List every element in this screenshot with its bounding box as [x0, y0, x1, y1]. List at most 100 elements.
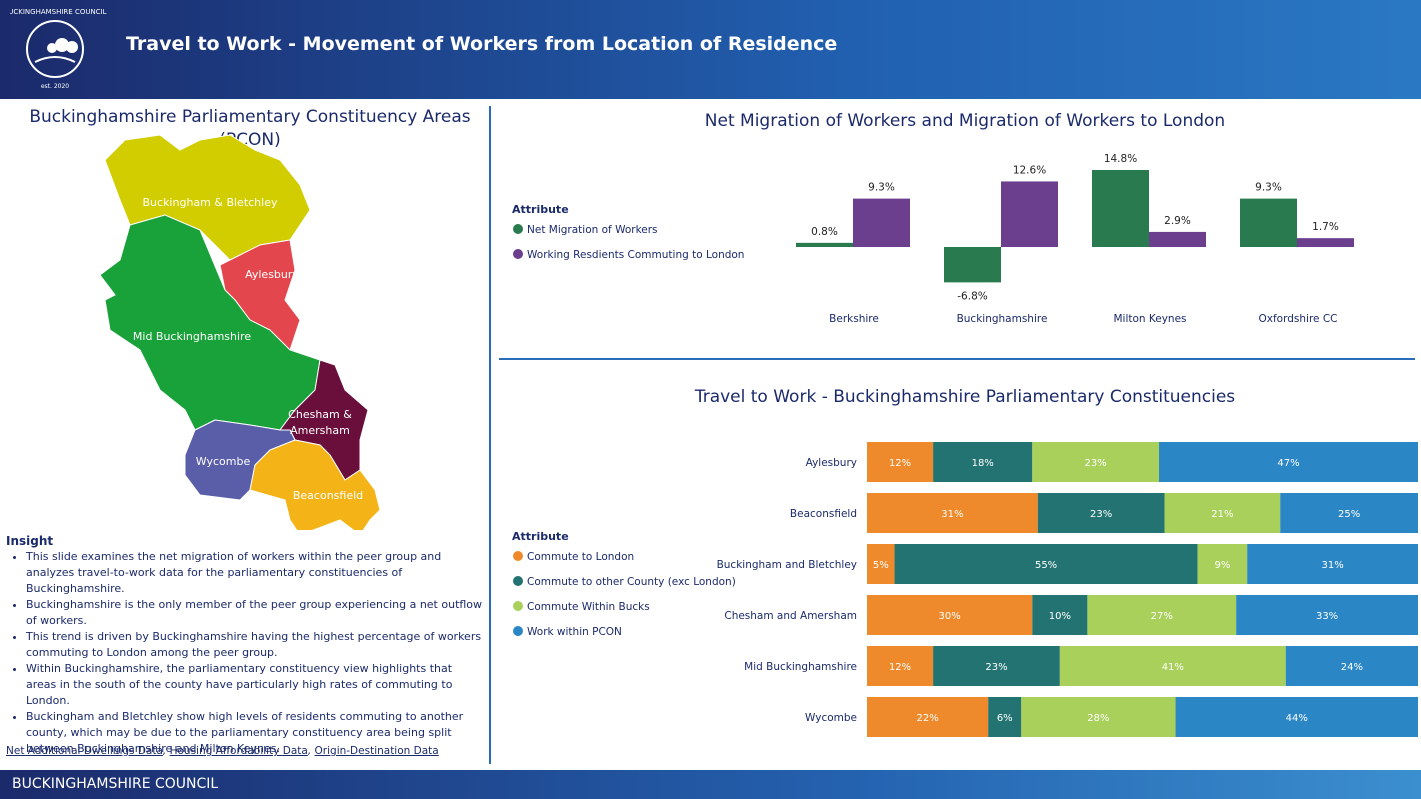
- y-tick-label: Wycombe: [805, 712, 857, 724]
- data-label: 33%: [1316, 611, 1338, 622]
- bar-segment: [867, 646, 934, 686]
- legend-swatch: [513, 601, 523, 611]
- divider: [499, 358, 1415, 360]
- data-label: 9%: [1214, 560, 1230, 571]
- data-label: 9.3%: [868, 182, 895, 194]
- data-label: 23%: [985, 662, 1007, 673]
- data-link[interactable]: Net Additional Dwellings Data: [6, 745, 163, 757]
- footer: BUCKINGHAMSHIRE COUNCIL: [0, 770, 1421, 799]
- data-link[interactable]: Housing Affordability Data: [169, 745, 308, 757]
- data-label: 0.8%: [811, 226, 838, 238]
- bar-segment: [1280, 493, 1418, 533]
- data-label: 12.6%: [1013, 164, 1046, 176]
- data-label: 22%: [916, 713, 938, 724]
- bar-segment: [1059, 646, 1286, 686]
- data-label: 28%: [1087, 713, 1109, 724]
- insight-title: Insight: [6, 534, 54, 548]
- legend-swatch: [513, 551, 523, 561]
- legend-label: Commute to other County (exc London): [527, 576, 736, 588]
- x-tick-label: Buckinghamshire: [957, 313, 1048, 325]
- x-tick-label: Oxfordshire CC: [1259, 313, 1338, 325]
- data-label: 31%: [941, 509, 963, 520]
- links: Net Additional Dwellings Data, Housing A…: [6, 745, 439, 757]
- chart: Net Migration of Workers and Migration o…: [512, 111, 1354, 325]
- bar-segment: [894, 544, 1198, 584]
- data-label: 55%: [1035, 560, 1057, 571]
- data-label: 47%: [1277, 458, 1299, 469]
- logo: BUCKINGHAMSHIRE COUNCIL est. 2020: [10, 8, 107, 90]
- bar-segment: [1236, 595, 1418, 635]
- bar-segment: [1021, 697, 1176, 737]
- bar-segment: [867, 544, 895, 584]
- legend-swatch: [513, 249, 523, 259]
- data-label: 23%: [1090, 509, 1112, 520]
- bar-segment: [1159, 442, 1418, 482]
- data-label: 18%: [972, 458, 994, 469]
- insight-bullet: This slide examines the net migration of…: [26, 549, 484, 597]
- data-label: 2.9%: [1164, 215, 1191, 227]
- bar-segment: [1175, 697, 1418, 737]
- y-tick-label: Buckingham and Bletchley: [717, 559, 857, 571]
- bar: [1240, 198, 1297, 247]
- legend-label: Commute Within Bucks: [527, 601, 650, 613]
- data-label: 21%: [1211, 509, 1233, 520]
- data-label: 23%: [1085, 458, 1107, 469]
- logo-est: est. 2020: [41, 83, 69, 90]
- data-label: 30%: [939, 611, 961, 622]
- insight-bullet: Buckingham and Bletchley show high level…: [26, 709, 484, 757]
- bar: [1001, 181, 1058, 247]
- region-label-box: Chesham & Amersham: [288, 408, 352, 437]
- data-label: 12%: [889, 662, 911, 673]
- bar: [796, 242, 853, 247]
- chart-title: Travel to Work - Buckinghamshire Parliam…: [694, 387, 1235, 407]
- insight-bullet: This trend is driven by Buckinghamshire …: [26, 629, 484, 661]
- data-label: 12%: [889, 458, 911, 469]
- bar-segment: [988, 697, 1022, 737]
- data-label: 27%: [1151, 611, 1173, 622]
- x-tick-label: Milton Keynes: [1113, 313, 1186, 325]
- insight-bullet: Buckinghamshire is the only member of th…: [26, 597, 484, 629]
- data-label: 25%: [1338, 509, 1360, 520]
- bar-segment: [1285, 646, 1418, 686]
- bar: [1297, 238, 1354, 247]
- data-label: 24%: [1341, 662, 1363, 673]
- bar: [853, 198, 910, 247]
- data-label: -6.8%: [957, 290, 987, 302]
- y-tick-label: Mid Buckinghamshire: [744, 661, 857, 673]
- bar-segment: [1032, 595, 1088, 635]
- bar-segment: [867, 493, 1038, 533]
- data-label: 5%: [873, 560, 889, 571]
- legend-title: Attribute: [512, 203, 569, 216]
- legend-swatch: [513, 576, 523, 586]
- page-title: Travel to Work - Movement of Workers fro…: [126, 33, 838, 55]
- insight: Insight This slide examines the net migr…: [6, 533, 484, 757]
- data-label: 44%: [1286, 713, 1308, 724]
- region-label: Wycombe: [196, 455, 251, 468]
- bar: [1149, 231, 1206, 247]
- data-label: 1.7%: [1312, 221, 1339, 233]
- bar-segment: [933, 442, 1033, 482]
- x-tick-label: Berkshire: [829, 313, 879, 325]
- bar-segment: [1197, 544, 1248, 584]
- insight-list: This slide examines the net migration of…: [6, 549, 484, 757]
- bar: [944, 247, 1001, 283]
- region-label: Beaconsfield: [293, 489, 363, 502]
- data-link[interactable]: Origin-Destination Data: [314, 745, 439, 757]
- insight-bullet: Within Buckinghamshire, the parliamentar…: [26, 661, 484, 709]
- separator: ,: [307, 745, 315, 757]
- bar-segment: [867, 442, 934, 482]
- bar: [1092, 170, 1149, 247]
- data-label: 9.3%: [1255, 182, 1282, 194]
- divider: [489, 106, 491, 764]
- legend-swatch: [513, 224, 523, 234]
- region-label: Chesham & Amersham: [288, 408, 352, 437]
- data-label: 10%: [1049, 611, 1071, 622]
- bar-segment: [867, 595, 1033, 635]
- map: Buckingham & Bletchley Aylesbury Mid Buc…: [99, 134, 381, 530]
- region-label: Mid Buckinghamshire: [133, 330, 251, 343]
- y-tick-label: Aylesbury: [806, 457, 857, 469]
- bar-segment: [1247, 544, 1418, 584]
- legend-title: Attribute: [512, 530, 569, 543]
- legend-label: Work within PCON: [527, 626, 622, 638]
